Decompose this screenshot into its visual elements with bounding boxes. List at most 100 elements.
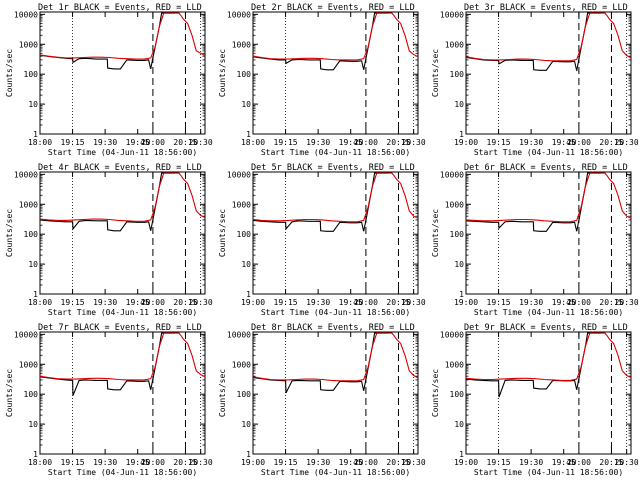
x-tick-label: 18:00: [241, 138, 265, 147]
x-axis-label: Start Time (04-Jun-11 18:56:00): [48, 468, 197, 477]
y-tick-label: 1: [459, 130, 464, 139]
y-tick-label: 100: [24, 230, 39, 239]
x-tick-label: 19:15: [61, 298, 85, 307]
x-tick-label: 19:30: [306, 458, 330, 467]
chart-svg: Det 9r BLACK = Events, RED = LLD 1 10 100 10…: [431, 323, 639, 477]
x-axis-label: Start Time (04-Jun-11 18:56:00): [474, 468, 623, 477]
chart-svg: Det 1r BLACK = Events, RED = LLD 1 10 100 10…: [5, 3, 213, 157]
chart-title: Det 6r BLACK = Events, RED = LLD: [464, 163, 628, 173]
y-tick-label: 10000: [227, 330, 251, 339]
x-tick-label: 19:45: [126, 298, 150, 307]
x-tick-label: 19:15: [61, 458, 85, 467]
x-axis-label: Start Time (04-Jun-11 18:56:00): [261, 468, 410, 477]
events-series-line: [253, 332, 388, 394]
y-tick-label: 1000: [232, 360, 251, 369]
x-tick-label: 20:30: [189, 138, 213, 147]
chart-svg: Det 4r BLACK = Events, RED = LLD 1 10 100 10…: [5, 163, 213, 317]
events-series-line: [253, 12, 388, 71]
x-axis-label: Start Time (04-Jun-11 18:56:00): [261, 308, 410, 317]
y-tick-label: 100: [237, 390, 252, 399]
plot-frame: [465, 11, 632, 135]
x-tick-label: 19:45: [552, 138, 576, 147]
y-tick-label: 100: [24, 70, 39, 79]
y-tick-label: 10000: [227, 10, 251, 19]
x-tick-label: 20:15: [599, 298, 623, 307]
y-tick-label: 1: [459, 450, 464, 459]
x-tick-label: 18:00: [28, 298, 52, 307]
x-tick-label: 19:30: [306, 298, 330, 307]
chart-panel: Det 7r BLACK = Events, RED = LLD 1 10 100 10…: [0, 320, 213, 480]
chart-svg: Det 6r BLACK = Events, RED = LLD 1 10 100 10…: [431, 163, 639, 317]
y-tick-label: 1: [33, 290, 38, 299]
x-tick-label: 19:45: [339, 458, 363, 467]
y-axis-label: Counts/sec: [218, 369, 227, 417]
x-axis-label: Start Time (04-Jun-11 18:56:00): [261, 148, 410, 157]
y-tick-label: 10000: [14, 330, 38, 339]
plot-frame: [39, 11, 206, 135]
y-tick-label: 1000: [445, 40, 464, 49]
x-tick-label: 19:00: [454, 138, 478, 147]
x-tick-label: 20:00: [567, 138, 591, 147]
x-tick-label: 20:15: [386, 458, 410, 467]
plot-frame: [465, 171, 632, 295]
chart-panel: Det 3r BLACK = Events, RED = LLD 1 10 100 10…: [426, 0, 639, 160]
x-tick-label: 19:00: [454, 298, 478, 307]
lld-series-line: [466, 332, 631, 381]
y-tick-label: 10: [454, 100, 464, 109]
chart-svg: Det 5r BLACK = Events, RED = LLD 1 10 100 10…: [218, 163, 426, 317]
y-axis-label: Counts/sec: [5, 209, 14, 257]
y-tick-label: 10: [241, 100, 251, 109]
chart-panel: Det 6r BLACK = Events, RED = LLD 1 10 100 10…: [426, 160, 639, 320]
y-axis-label: Counts/sec: [5, 49, 14, 97]
y-tick-label: 1: [33, 130, 38, 139]
chart-svg: Det 8r BLACK = Events, RED = LLD 1 10 100 10…: [218, 323, 426, 477]
x-tick-label: 19:00: [454, 458, 478, 467]
y-tick-label: 10000: [440, 10, 464, 19]
plot-frame: [252, 171, 419, 295]
chart-panel: Det 2r BLACK = Events, RED = LLD 1 10 100 10…: [213, 0, 426, 160]
x-tick-label: 19:45: [339, 298, 363, 307]
plot-frame: [39, 171, 206, 295]
x-tick-label: 20:30: [402, 138, 426, 147]
y-tick-label: 10: [454, 420, 464, 429]
events-series-line: [253, 172, 388, 232]
x-tick-label: 19:45: [552, 458, 576, 467]
y-axis-label: Counts/sec: [431, 209, 440, 257]
x-tick-label: 20:00: [567, 458, 591, 467]
y-tick-label: 100: [450, 70, 465, 79]
x-tick-label: 19:30: [519, 298, 543, 307]
x-tick-label: 20:15: [599, 458, 623, 467]
y-tick-label: 1000: [445, 200, 464, 209]
chart-title: Det 5r BLACK = Events, RED = LLD: [251, 163, 415, 173]
lld-series-line: [253, 172, 418, 223]
y-tick-label: 100: [237, 230, 252, 239]
y-tick-label: 1000: [19, 360, 38, 369]
x-tick-label: 20:00: [354, 298, 378, 307]
chart-title: Det 8r BLACK = Events, RED = LLD: [251, 323, 415, 333]
lld-series-line: [466, 12, 631, 62]
y-tick-label: 1: [459, 290, 464, 299]
x-tick-label: 19:15: [274, 138, 298, 147]
x-tick-label: 19:30: [519, 458, 543, 467]
y-tick-label: 10: [241, 260, 251, 269]
chart-title: Det 1r BLACK = Events, RED = LLD: [38, 3, 202, 13]
plot-frame: [252, 11, 419, 135]
y-axis-label: Counts/sec: [218, 49, 227, 97]
chart-panel: Det 1r BLACK = Events, RED = LLD 1 10 100 10…: [0, 0, 213, 160]
x-tick-label: 19:45: [339, 138, 363, 147]
x-tick-label: 20:15: [173, 458, 197, 467]
x-tick-label: 19:15: [274, 298, 298, 307]
x-tick-label: 19:15: [61, 138, 85, 147]
y-tick-label: 10000: [14, 170, 38, 179]
plot-frame: [39, 331, 206, 455]
y-axis-label: Counts/sec: [5, 369, 14, 417]
x-tick-label: 18:00: [28, 138, 52, 147]
chart-title: Det 4r BLACK = Events, RED = LLD: [38, 163, 202, 173]
chart-title: Det 9r BLACK = Events, RED = LLD: [464, 323, 628, 333]
events-series-line: [40, 332, 175, 396]
y-tick-label: 1: [246, 450, 251, 459]
y-tick-label: 10: [241, 420, 251, 429]
y-tick-label: 100: [450, 390, 465, 399]
y-tick-label: 10: [28, 260, 38, 269]
x-tick-label: 19:15: [487, 138, 511, 147]
